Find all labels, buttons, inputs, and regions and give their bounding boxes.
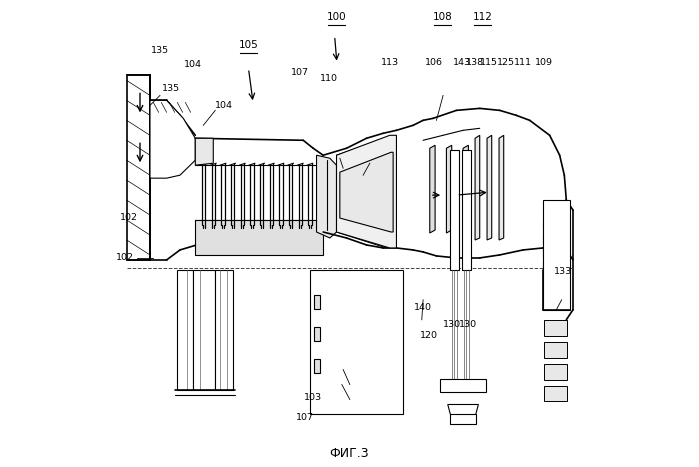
Text: 107: 107 xyxy=(291,68,309,78)
Circle shape xyxy=(352,350,381,379)
Bar xyxy=(177,270,194,389)
Text: 106: 106 xyxy=(425,58,443,67)
Text: 133: 133 xyxy=(554,267,572,276)
Bar xyxy=(194,270,215,389)
Polygon shape xyxy=(195,138,213,165)
Text: 135: 135 xyxy=(152,47,170,56)
Text: 105: 105 xyxy=(238,40,259,50)
Polygon shape xyxy=(447,145,452,233)
Circle shape xyxy=(375,372,379,375)
Circle shape xyxy=(377,363,380,366)
Circle shape xyxy=(354,372,358,375)
Text: 108: 108 xyxy=(433,12,452,21)
Polygon shape xyxy=(463,145,468,233)
Bar xyxy=(440,379,487,391)
Bar xyxy=(314,295,320,309)
Circle shape xyxy=(353,363,356,366)
Text: 111: 111 xyxy=(514,58,532,67)
Bar xyxy=(543,262,568,272)
Bar xyxy=(462,150,471,270)
Bar xyxy=(314,327,320,341)
Text: 125: 125 xyxy=(496,58,514,67)
Polygon shape xyxy=(336,135,396,248)
Bar xyxy=(543,276,568,286)
Text: 110: 110 xyxy=(319,74,338,84)
Text: 104: 104 xyxy=(215,101,233,110)
Polygon shape xyxy=(430,145,435,233)
Text: 104: 104 xyxy=(184,60,201,70)
Circle shape xyxy=(370,378,374,382)
Polygon shape xyxy=(475,135,480,240)
Bar xyxy=(545,364,567,380)
Text: 113: 113 xyxy=(381,58,399,67)
Bar xyxy=(314,359,320,373)
Bar xyxy=(545,342,567,358)
Text: 102: 102 xyxy=(120,212,138,222)
Text: 120: 120 xyxy=(419,332,438,340)
Text: 143: 143 xyxy=(453,58,470,67)
Bar xyxy=(310,270,403,414)
Polygon shape xyxy=(150,100,195,178)
Text: 102: 102 xyxy=(116,254,134,262)
Circle shape xyxy=(336,188,347,198)
Circle shape xyxy=(359,347,362,351)
Circle shape xyxy=(365,381,368,384)
Bar xyxy=(195,220,323,255)
Circle shape xyxy=(336,188,347,198)
Bar xyxy=(215,270,233,389)
Circle shape xyxy=(370,347,374,351)
Polygon shape xyxy=(487,135,491,240)
Text: 112: 112 xyxy=(473,12,493,21)
Bar xyxy=(449,414,477,425)
Text: 107: 107 xyxy=(296,413,315,422)
Circle shape xyxy=(365,345,368,348)
Bar xyxy=(449,150,459,270)
Text: 100: 100 xyxy=(326,12,346,21)
Circle shape xyxy=(375,354,379,357)
Text: 130: 130 xyxy=(443,320,461,329)
Polygon shape xyxy=(317,155,336,238)
Polygon shape xyxy=(499,135,504,240)
Circle shape xyxy=(336,188,347,198)
Polygon shape xyxy=(340,152,393,232)
Bar xyxy=(543,234,568,244)
Text: 135: 135 xyxy=(162,84,180,93)
Text: 103: 103 xyxy=(303,393,322,402)
Polygon shape xyxy=(127,76,150,260)
Circle shape xyxy=(359,378,362,382)
Text: 130: 130 xyxy=(459,320,477,329)
Text: 109: 109 xyxy=(535,58,553,67)
Bar xyxy=(545,320,567,336)
Circle shape xyxy=(354,354,358,357)
Bar xyxy=(543,248,568,258)
Bar xyxy=(545,386,567,402)
Bar xyxy=(543,200,570,310)
Text: ФИГ.3: ФИГ.3 xyxy=(330,447,369,460)
Text: 138: 138 xyxy=(466,58,484,67)
Text: 140: 140 xyxy=(414,304,431,312)
Polygon shape xyxy=(448,404,478,425)
Text: 115: 115 xyxy=(480,58,498,67)
Circle shape xyxy=(359,357,375,373)
Bar xyxy=(543,220,568,230)
